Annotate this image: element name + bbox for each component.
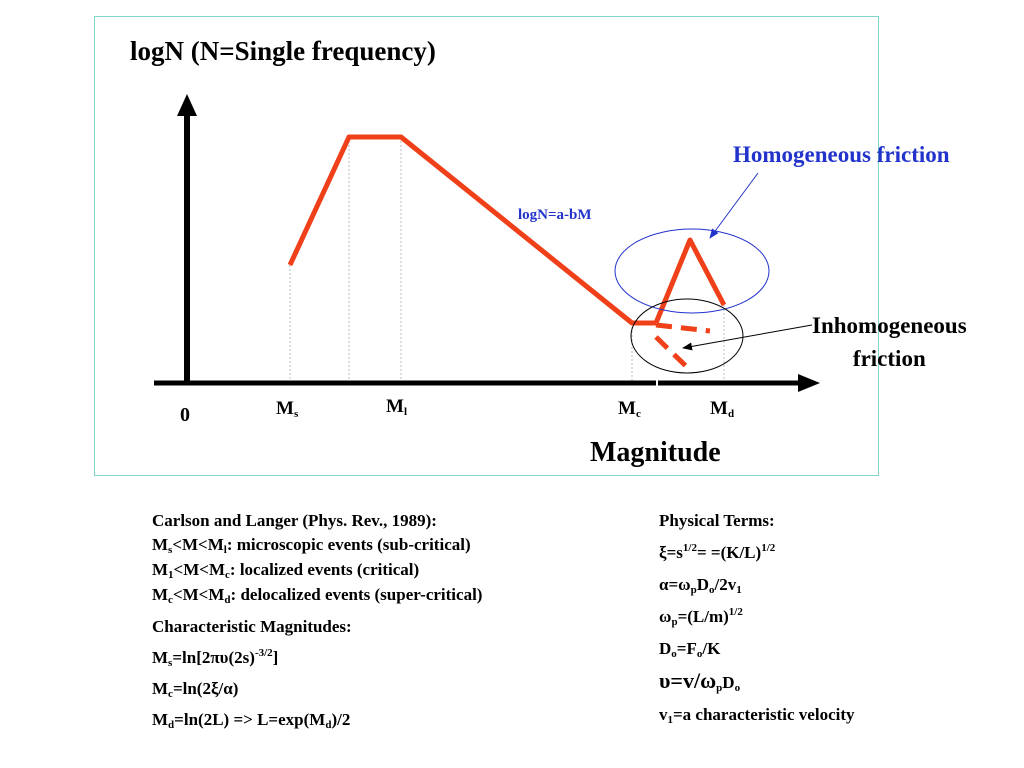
physical-terms-heading: Physical Terms:	[659, 511, 775, 530]
y-axis-arrowhead	[177, 94, 197, 116]
tick-label-md: Md	[710, 398, 735, 420]
inhomogeneous-dash-lower	[654, 335, 692, 372]
term-xi: ξ=s1/2= =(K/L)1/2	[659, 542, 776, 563]
line-equation-label: logN=a-bM	[518, 207, 592, 223]
note-line-subcritical: Ms<M<Ml: microscopic events (sub-critica…	[152, 535, 471, 556]
term-alpha: α=ωpDo/2v1	[659, 575, 742, 596]
right-notes: Physical Terms: ξ=s1/2= =(K/L)1/2 α=ωpDo…	[659, 505, 855, 731]
notes-heading: Carlson and Langer (Phys. Rev., 1989):	[152, 511, 437, 530]
homogeneous-ellipse	[614, 228, 770, 314]
formula-mc: Mc=ln(2ξ/α)	[152, 679, 239, 700]
formula-md: Md=ln(2L) => L=exp(Md)/2	[152, 710, 351, 731]
homogeneous-pointer-arrow	[709, 172, 759, 239]
origin-label: 0	[180, 404, 190, 426]
homogeneous-peak	[653, 237, 727, 324]
term-upsilon: υ=v/ωpDo	[659, 668, 741, 694]
formula-ms: Ms=ln[2πυ(2s)-3/2]	[152, 647, 279, 669]
note-line-supercritical: Mc<M<Md: delocalized events (super-criti…	[152, 585, 483, 606]
frequency-curve	[287, 134, 656, 326]
inhomogeneous-pointer-arrow	[682, 324, 813, 351]
diagram-frame	[94, 16, 879, 476]
tick-label-mc: Mc	[618, 398, 641, 420]
inhomogeneous-dash-upper	[655, 322, 711, 334]
term-omega: ωp=(L/m)1/2	[659, 606, 743, 628]
term-d0: Do=Fo/K	[659, 639, 721, 660]
tick-label-ml: Ml	[386, 396, 407, 418]
inhomogeneous-friction-label: Inhomogeneous friction	[812, 313, 967, 371]
x-axis-title: Magnitude	[590, 437, 721, 468]
tick-label-ms: Ms	[276, 398, 299, 420]
homogeneous-friction-label: Homogeneous friction	[733, 142, 950, 167]
x-axis-arrowhead	[798, 374, 820, 392]
left-notes: Carlson and Langer (Phys. Rev., 1989): M…	[152, 507, 482, 734]
note-line-critical: M1<M<Mc: localized events (critical)	[152, 560, 420, 581]
friction-diagram	[154, 94, 820, 392]
term-v1: v1=a characteristic velocity	[659, 705, 855, 726]
diagram-title: logN (N=Single frequency)	[130, 36, 436, 66]
characteristic-heading: Characteristic Magnitudes:	[152, 617, 352, 636]
inhomogeneous-ellipse	[630, 298, 744, 374]
